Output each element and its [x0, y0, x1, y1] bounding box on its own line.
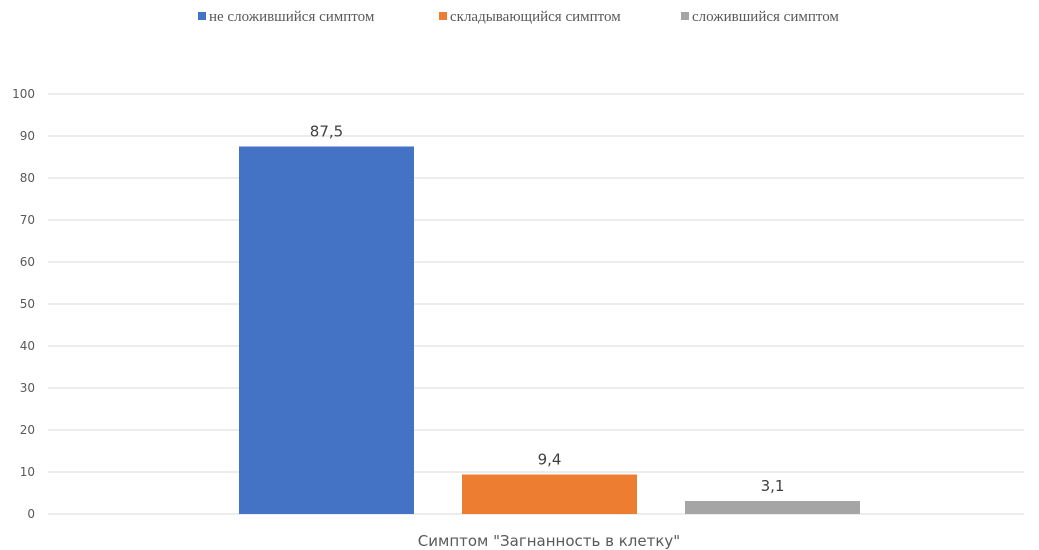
- bar-3: [685, 500, 860, 514]
- y-tick-label: 20: [20, 423, 35, 437]
- y-tick-label: 70: [20, 213, 35, 227]
- y-tick-label: 90: [20, 129, 35, 143]
- y-axis: 0 10 20 30 40 50 60 70 80 90 100: [12, 87, 35, 521]
- data-labels: 87,5 9,4 3,1: [310, 123, 785, 495]
- x-category-label: Симптом "Загнанность в клетку": [418, 532, 680, 550]
- legend-label-3: сложившийся симптом: [692, 9, 839, 25]
- chart-bars: [239, 146, 860, 514]
- data-label-1: 87,5: [310, 123, 343, 141]
- y-tick-label: 10: [20, 465, 35, 479]
- bar-1: [239, 146, 414, 514]
- x-axis: Симптом "Загнанность в клетку": [418, 532, 680, 550]
- legend-swatch-2: [439, 12, 447, 20]
- y-tick-label: 60: [20, 255, 35, 269]
- y-tick-label: 0: [27, 507, 35, 521]
- data-label-3: 3,1: [761, 477, 785, 495]
- bar-2: [462, 474, 637, 514]
- legend-label-1: не сложившийся симптом: [209, 9, 375, 25]
- y-tick-label: 50: [20, 297, 35, 311]
- legend-swatch-1: [198, 12, 206, 20]
- y-tick-label: 100: [12, 87, 35, 101]
- y-tick-label: 40: [20, 339, 35, 353]
- legend-label-2: складывающийся симптом: [450, 9, 621, 25]
- data-label-2: 9,4: [538, 451, 562, 469]
- chart-gridlines: [48, 93, 1024, 515]
- y-tick-label: 80: [20, 171, 35, 185]
- chart-legend: не сложившийся симптом складывающийся сим…: [198, 9, 839, 25]
- legend-swatch-3: [681, 12, 689, 20]
- y-tick-label: 30: [20, 381, 35, 395]
